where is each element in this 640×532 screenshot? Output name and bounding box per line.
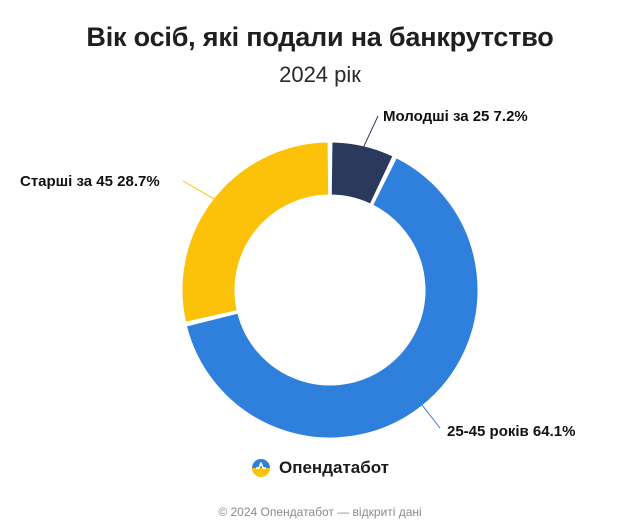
opendatabot-logo-icon <box>251 459 270 477</box>
brand: Опендатабот <box>0 458 640 478</box>
brand-name: Опендатабот <box>278 458 390 477</box>
footer-credit: © 2024 Опендатабот — відкриті дані <box>218 505 422 519</box>
donut-slice <box>330 141 394 205</box>
chart-subtitle: 2024 рік <box>279 62 361 87</box>
chart-title: Вік осіб, які подали на банкрутство <box>86 22 554 52</box>
donut-slice <box>181 141 330 323</box>
leader-line <box>182 180 218 202</box>
leader-line <box>419 402 441 429</box>
slice-label: 25-45 років 64.1% <box>447 423 575 440</box>
leader-line <box>361 115 379 150</box>
slice-label: Молодші за 25 7.2% <box>383 108 528 125</box>
slice-label: Старші за 45 28.7% <box>20 173 160 190</box>
donut-slice <box>185 157 479 439</box>
